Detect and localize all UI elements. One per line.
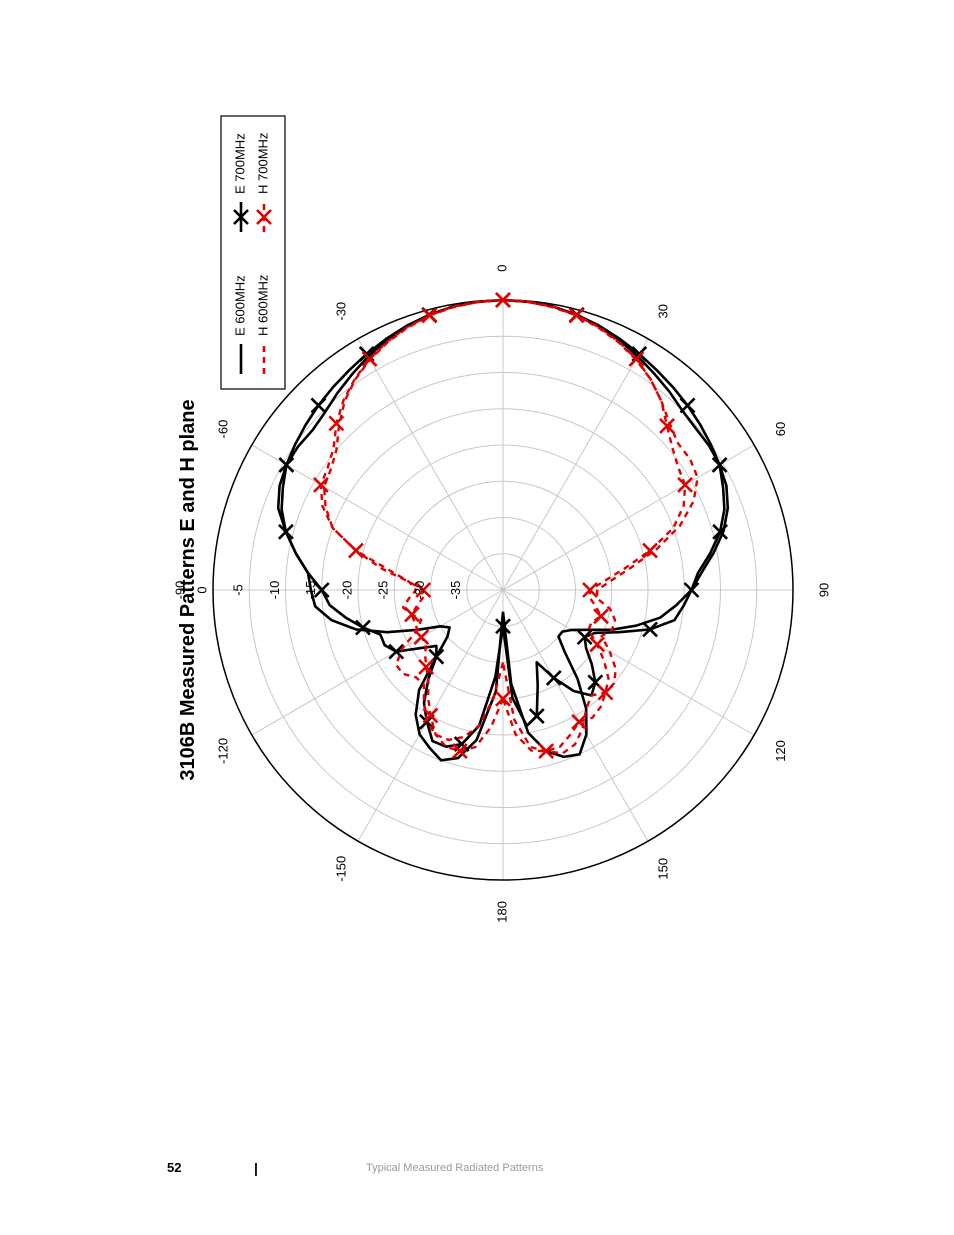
data-point-marker [278, 457, 295, 473]
tick-labels: 0 30 60 90 120 150 180 -150 -120 -90 -60 -30 0 -5 -10 -… [173, 264, 832, 922]
series-line [322, 298, 699, 755]
data-point-marker [404, 606, 420, 623]
radial-tick-label: -10 [267, 581, 282, 600]
legend-label: H 600MHz [255, 275, 270, 336]
data-point-marker [642, 621, 658, 638]
radial-tick-label: -35 [448, 581, 463, 600]
data-point-marker [659, 418, 675, 434]
data-point-marker [568, 307, 585, 324]
data-point-marker [576, 629, 593, 646]
legend-box [220, 115, 286, 390]
data-point-marker [628, 351, 645, 367]
grid-spoke [502, 444, 755, 591]
grid-spoke [357, 338, 504, 591]
data-point-marker [582, 582, 598, 598]
page-footer: 52 | Typical Measured Radiated Patterns [0, 1160, 954, 1184]
data-point-marker [683, 582, 700, 598]
legend-label: E 600MHz [232, 275, 247, 336]
data-point-marker [277, 523, 294, 540]
data-point-marker [711, 457, 728, 473]
data-point-marker [538, 743, 555, 759]
angle-tick-label: 150 [655, 858, 670, 880]
data-point-marker [361, 351, 378, 367]
grid-spoke [502, 589, 649, 842]
data-point-marker [310, 397, 327, 414]
data-point-marker [495, 292, 511, 308]
data-point-marker [422, 707, 439, 724]
chart-title-group: 3106B Measured Patterns E and H plane [177, 399, 199, 780]
radial-tick-label: -20 [339, 581, 354, 600]
series-h-600mhz [322, 298, 699, 755]
angle-tick-label: 60 [773, 422, 788, 436]
radial-tick-label: 0 [194, 586, 209, 593]
angle-tick-label: 30 [655, 304, 670, 318]
data-point-marker [679, 397, 696, 414]
data-point-marker [415, 582, 432, 598]
radial-tick-label: -15 [303, 581, 318, 600]
grid-spoke [251, 444, 504, 591]
angle-tick-label: 120 [773, 740, 788, 762]
grid-spoke [502, 589, 755, 736]
data-point-marker [593, 608, 609, 625]
angle-tick-label: -120 [216, 738, 231, 764]
legend-marker [256, 209, 272, 225]
data-point-marker [642, 542, 658, 559]
series-layer [276, 292, 730, 762]
data-point-marker [545, 669, 562, 686]
angle-tick-label: -150 [333, 856, 348, 882]
data-point-marker [421, 307, 438, 324]
data-point-marker [495, 618, 511, 635]
grid-spoke [251, 589, 504, 736]
data-point-marker [571, 713, 588, 730]
data-point-marker [418, 658, 435, 675]
angle-tick-label: 180 [494, 901, 509, 923]
polar-grid [212, 299, 794, 881]
data-point-marker [413, 629, 430, 646]
legend-label: E 700MHz [232, 133, 247, 194]
data-point-marker [528, 708, 545, 724]
data-point-marker [677, 476, 694, 493]
radial-tick-label: -25 [376, 581, 391, 600]
grid-spoke [502, 338, 649, 591]
angle-tick-label: -60 [216, 420, 231, 439]
page-number: 52 [167, 1160, 182, 1175]
data-point-marker [312, 476, 329, 493]
angle-tick-label: -30 [333, 302, 348, 321]
data-point-marker [712, 523, 729, 540]
footer-separator: | [254, 1160, 258, 1176]
radial-tick-label: -5 [231, 584, 246, 596]
data-point-marker [348, 542, 364, 559]
data-point-marker [451, 743, 468, 759]
angle-tick-label: -90 [173, 581, 188, 600]
data-point-marker [328, 415, 345, 432]
footer-section-title: Typical Measured Radiated Patterns [366, 1162, 544, 1174]
series-h-700mhz [312, 292, 694, 759]
data-point-marker [355, 619, 371, 636]
legend-marker [233, 209, 249, 225]
data-point-marker [388, 643, 405, 660]
data-point-marker [313, 582, 330, 598]
data-point-marker [495, 690, 511, 707]
legend: E 600MHz E 700MHz H 600MHz H 700MHz [220, 115, 286, 390]
angle-tick-label: 0 [494, 264, 509, 271]
data-point-marker [589, 636, 606, 653]
radial-tick-label: -30 [412, 581, 427, 600]
angle-tick-label: 90 [816, 583, 831, 597]
data-point-marker [597, 684, 614, 701]
legend-label: H 700MHz [255, 133, 270, 194]
chart-title: 3106B Measured Patterns E and H plane [177, 399, 199, 780]
